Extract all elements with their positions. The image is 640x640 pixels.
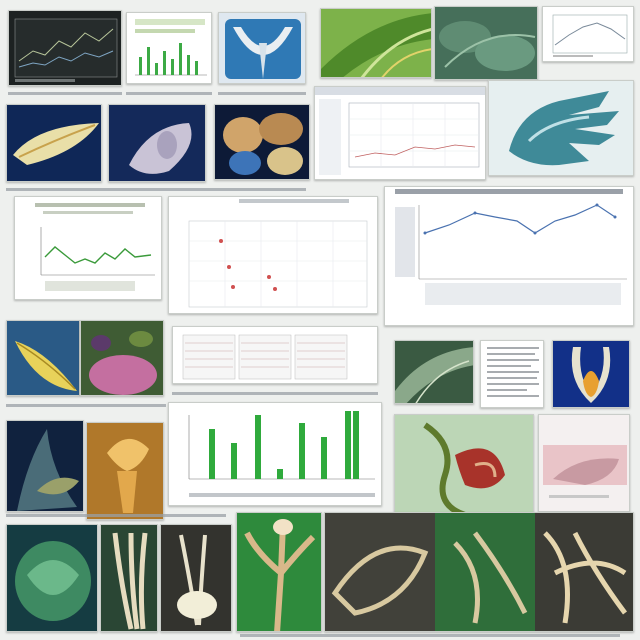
caption-bar	[6, 188, 306, 191]
white-flower-roots-graphic	[161, 525, 231, 631]
branch-sculpture-tile	[236, 512, 322, 632]
blue-leaf-diagram-graphic	[225, 19, 301, 79]
golden-sculpture-tile	[86, 422, 164, 520]
blue-line-chart-graphic	[395, 189, 627, 305]
sliced-specimens-tile	[214, 104, 310, 180]
green-line-chart-tile	[14, 196, 162, 300]
caption-bar	[8, 92, 122, 95]
caption-bar	[240, 634, 620, 637]
pink-specimen-tile	[538, 414, 630, 512]
green-bar-chart-tile	[168, 402, 382, 506]
caption-bar	[6, 404, 166, 407]
green-leaf-closeup-tile	[320, 8, 432, 78]
branch-sculpture-graphic	[237, 513, 321, 631]
data-table-strip-graphic	[182, 334, 348, 380]
white-flower-roots-tile	[160, 524, 232, 632]
teal-hand-render-graphic	[489, 81, 633, 175]
software-plot-window-tile	[314, 86, 486, 180]
green-bar-spectrum-tile	[126, 12, 212, 84]
caption-bar	[218, 92, 306, 95]
caption-bar	[6, 514, 226, 517]
green-lettuce-graphic	[7, 525, 97, 631]
purple-plant-photo-graphic	[7, 421, 83, 511]
yellow-leaf-photo-tile	[6, 320, 80, 396]
pale-roots-tile	[100, 524, 158, 632]
purple-plant-photo-tile	[6, 420, 84, 512]
data-table-strip-tile	[172, 326, 378, 384]
root-specimens-row-graphic	[325, 513, 633, 631]
printed-text-panel-tile	[480, 340, 544, 408]
pink-flower-photo-graphic	[81, 321, 163, 395]
red-root-specimen-graphic	[395, 415, 533, 519]
dark-line-chart-graphic	[14, 18, 118, 82]
root-specimens-row-tile	[324, 512, 634, 632]
green-line-chart-graphic	[35, 203, 155, 291]
green-lettuce-tile	[6, 524, 98, 632]
caption-bar	[126, 92, 212, 95]
blue-leaf-diagram-tile	[218, 12, 306, 84]
dark-line-chart-tile	[8, 10, 122, 86]
green-foliage-tile	[434, 6, 538, 80]
small-line-plot-tile	[542, 6, 634, 62]
sliced-specimens-graphic	[215, 105, 309, 179]
printed-text-panel-graphic	[487, 347, 539, 397]
pale-roots-graphic	[101, 525, 157, 631]
green-foliage-graphic	[435, 7, 537, 79]
leafy-plant-photo-graphic	[395, 341, 473, 403]
flame-specimen-on-navy-graphic	[553, 341, 629, 407]
caption-bar	[172, 392, 378, 395]
flame-specimen-on-navy-tile	[552, 340, 630, 408]
yellow-leaf-on-navy-graphic	[7, 105, 101, 181]
red-root-specimen-tile	[394, 414, 534, 520]
green-bar-chart-graphic	[188, 411, 375, 497]
scatter-grid-chart-tile	[168, 196, 378, 314]
scatter-grid-chart-graphic	[188, 199, 368, 308]
yellow-leaf-on-navy-tile	[6, 104, 102, 182]
teal-hand-render-tile	[488, 80, 634, 176]
blue-line-chart-tile	[384, 186, 634, 326]
green-leaf-closeup-graphic	[321, 9, 431, 77]
pink-specimen-graphic	[543, 445, 627, 498]
pale-seed-on-navy-tile	[108, 104, 206, 182]
pale-seed-on-navy-graphic	[109, 105, 205, 181]
green-bar-spectrum-graphic	[135, 19, 207, 76]
golden-sculpture-graphic	[87, 423, 163, 519]
software-plot-window-graphic	[315, 87, 485, 175]
small-line-plot-graphic	[552, 14, 628, 57]
leafy-plant-photo-tile	[394, 340, 474, 404]
yellow-leaf-photo-graphic	[7, 321, 79, 395]
pink-flower-photo-tile	[80, 320, 164, 396]
